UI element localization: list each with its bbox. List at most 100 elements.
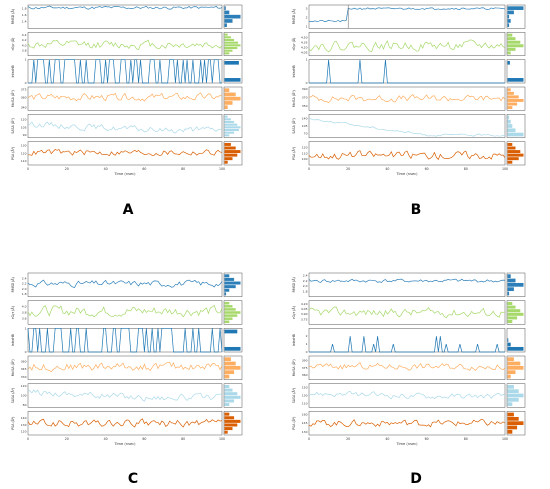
histogram-frame (506, 300, 526, 325)
y-axis-label: SASA (Å²) (10, 388, 15, 404)
x-tick-label: 20 (65, 437, 69, 441)
histogram-bar (507, 374, 511, 379)
plot-frame (308, 300, 506, 325)
series-line (27, 39, 223, 51)
y-tick-label: 110 (302, 151, 308, 155)
y-tick-label: 3.75 (301, 317, 308, 321)
histogram-bar (224, 118, 231, 121)
x-tick-label: 20 (346, 437, 350, 441)
histogram-bar (224, 38, 235, 42)
histogram-bar (507, 157, 519, 161)
y-tick-label: 340 (21, 106, 27, 110)
y-axis-label: SASA (Å²) (291, 388, 296, 404)
histogram-bar (507, 397, 519, 402)
histogram-bar (224, 123, 238, 126)
y-tick-label: 100 (302, 157, 308, 161)
series-line (308, 306, 506, 319)
histogram-bar (224, 23, 227, 28)
plot-frame (27, 114, 223, 138)
plot-frame (308, 411, 506, 436)
subplot-psa: PSA (Å²) 130 145 160 (291, 411, 526, 436)
y-tick-label: 0 (25, 350, 27, 354)
histogram-bar (507, 309, 521, 313)
series-line (27, 304, 223, 318)
y-tick-label: 1.8 (22, 292, 27, 296)
plot-frame (308, 4, 506, 29)
histogram-bar (507, 91, 514, 95)
y-tick-label: 2.0 (22, 287, 27, 291)
y-axis-label: MolSA (Å²) (291, 359, 296, 376)
y-tick-label: 375 (302, 366, 308, 370)
y-tick-label: 350 (302, 104, 308, 108)
histogram-bar (224, 36, 231, 39)
x-tick-label: 80 (181, 167, 185, 171)
histogram-frame (223, 328, 243, 353)
histogram-bar (224, 419, 241, 423)
y-axis-label: SASA (Å²) (291, 118, 296, 134)
series-line (308, 418, 506, 428)
histogram-bar (224, 46, 238, 50)
plot-frame (27, 86, 223, 111)
x-axis-label: Time (nsec) (395, 172, 418, 176)
histogram-bar (224, 19, 233, 23)
histogram-frame (223, 114, 243, 138)
plot-frame (27, 272, 223, 297)
y-tick-label: 120 (21, 118, 27, 122)
histogram-bar (224, 142, 231, 146)
histogram-bar (224, 101, 233, 105)
histogram-bar (224, 399, 235, 403)
subplot-molsa: MolSA (Å²) 350 370 390 (291, 86, 526, 111)
panel-label: C (128, 471, 138, 487)
subplot-psa: PSA (Å²) 120 130 140 (10, 411, 243, 436)
plot-frame (308, 272, 506, 297)
panel-b: B RMSD (Å) 1 2 3 rGyr (Å) 4.054.204.354.50 intr… (291, 4, 526, 218)
y-tick-label: 1 (306, 25, 308, 29)
histogram-bar (507, 78, 524, 82)
histogram-bar (507, 98, 524, 102)
plot-frame (308, 328, 506, 353)
y-tick-label: 345 (21, 367, 27, 371)
series-line (308, 362, 506, 371)
x-tick-label: 0 (27, 167, 29, 171)
plot-frame (27, 32, 223, 56)
subplot-psa: PSA (Å²) 110 120 130 (10, 141, 243, 166)
histogram-bar (224, 33, 228, 36)
subplot-sasa: SASA (Å²) 90 105 120 (10, 114, 243, 138)
histogram-bar (507, 23, 510, 28)
subplot-molsa: MolSA (Å²) 360 375 390 (291, 355, 526, 380)
y-tick-label: 2 (306, 334, 308, 338)
histogram-bar (224, 412, 230, 416)
x-tick-label: 60 (425, 437, 429, 441)
subplot-sasa: SASA (Å²) 80 100 120 (10, 383, 243, 408)
histogram-frame (223, 4, 243, 29)
y-tick-label: 4.0 (22, 305, 27, 309)
y-tick-label: 1 (306, 58, 308, 62)
x-tick-label: 80 (464, 437, 468, 441)
y-axis-label: RMSD (Å) (10, 277, 15, 292)
plot-frame (27, 355, 223, 380)
y-tick-label: 0 (25, 81, 27, 85)
y-tick-label: 105 (302, 124, 308, 128)
histogram-bar (224, 157, 233, 161)
histogram-frame (506, 86, 526, 111)
y-tick-label: 330 (21, 375, 27, 379)
histogram-bar (224, 357, 231, 362)
histogram-bar (224, 274, 230, 278)
series-line (308, 39, 506, 53)
histogram-bar (224, 131, 235, 134)
histogram-bar (224, 92, 236, 97)
plot-frame (27, 4, 223, 29)
y-axis-label: intraHB (292, 65, 296, 77)
y-axis-label: intraHB (292, 334, 296, 346)
histogram-bar (224, 423, 238, 427)
histogram-frame (506, 141, 526, 166)
histogram-bar (224, 146, 236, 150)
y-tick-label: 3.90 (301, 312, 308, 316)
y-tick-label: 4.20 (301, 45, 308, 49)
y-axis-label: PSA (Å²) (291, 417, 296, 430)
histogram-bar (507, 40, 521, 44)
y-axis-label: intraHB (11, 334, 15, 346)
x-axis-label: Time (nsec) (113, 172, 136, 176)
histogram-bar (224, 320, 230, 324)
